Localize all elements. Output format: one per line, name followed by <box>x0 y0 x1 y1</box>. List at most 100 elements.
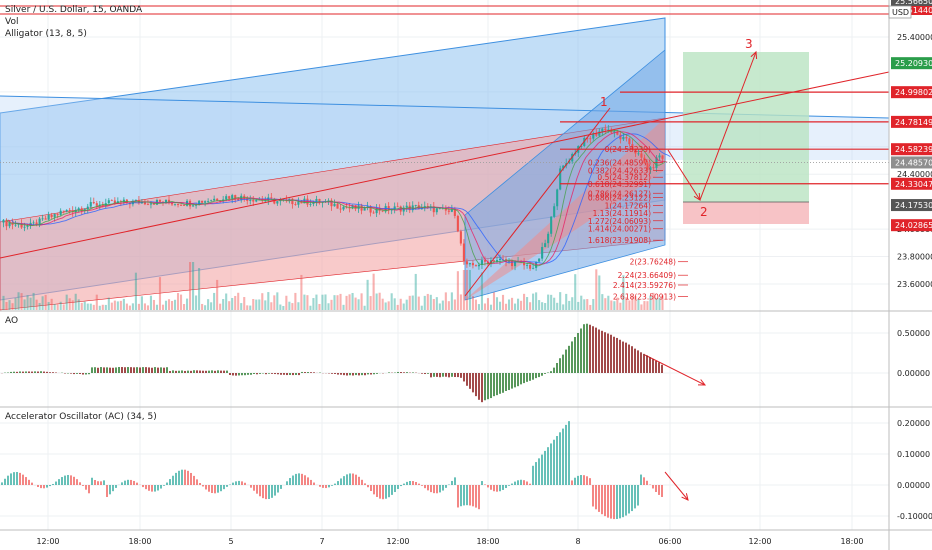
volume-bar <box>89 303 92 310</box>
candle-body <box>23 226 26 228</box>
volume-bar <box>408 295 411 310</box>
volume-bar <box>598 275 601 310</box>
volume-bar <box>216 279 219 310</box>
time-tick-label: 18:00 <box>840 537 863 546</box>
arrow <box>667 149 701 201</box>
volume-bar <box>571 297 574 310</box>
candle-body <box>219 200 222 202</box>
fib-label: 1(24.17264) <box>605 201 651 210</box>
candle-body <box>507 261 511 262</box>
candle-body <box>86 206 89 210</box>
candle-body <box>56 214 59 215</box>
candle-body <box>402 207 405 212</box>
candle-body <box>101 204 104 206</box>
candle-body <box>53 214 56 217</box>
volume-bar <box>601 294 604 310</box>
volume-bar <box>222 299 225 310</box>
ac-tick-label: -0.10000 <box>897 512 932 521</box>
candle-body <box>44 218 47 220</box>
alligator-label[interactable]: Alligator (13, 8, 5) <box>5 29 87 39</box>
volume-bar <box>297 302 300 310</box>
candle-body <box>276 201 279 204</box>
candle-body <box>462 243 465 262</box>
ao-histogram <box>1 323 663 403</box>
candle-body <box>216 198 219 201</box>
volume-bar <box>173 299 177 310</box>
candle-body <box>547 233 550 244</box>
volume-bar <box>170 300 174 310</box>
fib-label: 0.236(24.48597) <box>588 158 651 167</box>
volume-bar <box>417 296 420 310</box>
candle-body <box>35 222 38 226</box>
volume-bar <box>345 295 348 310</box>
volume-bar <box>134 272 137 310</box>
wave-line <box>464 107 611 297</box>
candle-body <box>556 189 559 207</box>
volume-bar <box>414 273 417 310</box>
candle-body <box>372 212 375 214</box>
ao-label[interactable]: AO <box>5 316 19 326</box>
volume-bar <box>402 303 405 310</box>
candle-body <box>225 196 228 200</box>
volume-bar <box>312 298 315 310</box>
candle-body <box>192 205 195 207</box>
volume-bar <box>501 294 505 310</box>
volume-bar <box>23 299 26 310</box>
candle-body <box>8 223 11 227</box>
candle-body <box>89 202 92 207</box>
volume-bar <box>526 297 529 310</box>
arrow <box>664 471 689 501</box>
volume-bar <box>140 296 143 310</box>
volume-bar <box>456 271 459 310</box>
candle-body <box>393 206 396 210</box>
candle-body <box>351 205 354 208</box>
volume-bar <box>438 303 441 310</box>
candle-body <box>198 200 201 205</box>
candle-body <box>333 203 336 207</box>
candle-body <box>68 209 71 211</box>
volume-bar <box>35 299 38 310</box>
vol-label[interactable]: Vol <box>5 17 19 27</box>
candle-body <box>550 216 553 234</box>
volume-bar <box>510 297 514 310</box>
price-tag-label: 24.99802 <box>895 88 932 97</box>
candle-body <box>541 246 544 259</box>
candle-body <box>447 210 450 212</box>
volume-bar <box>273 295 276 310</box>
price-tags: 25.20930 24.99802 24.78149 24.58239 24.48570… <box>888 0 932 232</box>
fib-label: 0.786(24.26127) <box>588 189 651 198</box>
candle-body <box>5 219 8 227</box>
candle-body <box>628 138 631 145</box>
candle-body <box>170 202 174 205</box>
volume-bar <box>291 303 294 310</box>
candle-body <box>553 206 556 217</box>
volume-bar <box>104 304 107 310</box>
candle-body <box>264 200 267 202</box>
symbol-title[interactable]: Silver / U.S. Dollar, 15, OANDA <box>5 5 143 15</box>
fib-label: 0.5(24.37812) <box>597 173 651 182</box>
volume-bar <box>432 299 435 310</box>
ac-label[interactable]: Accelerator Oscillator (AC) (34, 5) <box>5 412 157 422</box>
volume-bar <box>513 303 517 310</box>
candle-body <box>231 195 234 199</box>
volume-bar <box>128 305 131 310</box>
currency-badge <box>888 5 912 19</box>
volume-bar <box>264 300 267 310</box>
volume-bar <box>80 302 83 310</box>
price-tag-label: 24.33047 <box>895 180 932 189</box>
candle-body <box>483 260 487 262</box>
candle-body <box>438 207 441 209</box>
candle-body <box>309 203 312 205</box>
candle-body <box>652 167 655 169</box>
volume-bar <box>98 305 101 310</box>
candle-body <box>477 264 480 267</box>
volume-bar <box>44 294 47 310</box>
candle-body <box>173 203 177 205</box>
volume-bar <box>143 303 146 310</box>
volume-bar <box>607 295 610 310</box>
volume-bar <box>113 300 116 310</box>
volume-bar <box>390 293 393 310</box>
price-tick-label: 23.60000 <box>897 280 932 289</box>
candle-body <box>366 206 369 208</box>
